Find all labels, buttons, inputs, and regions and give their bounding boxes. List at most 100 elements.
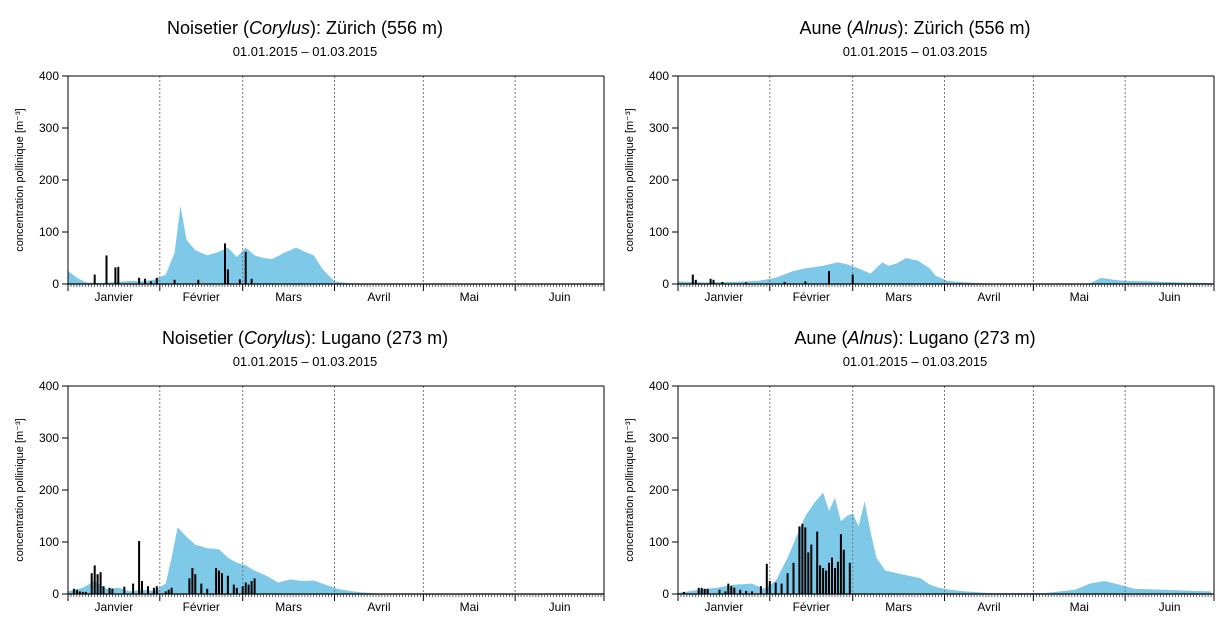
x-month-label: Avril xyxy=(367,290,390,304)
measurement-bar xyxy=(739,589,742,594)
measurement-bar xyxy=(848,562,851,594)
y-axis-label: concentration pollinique [m⁻³] xyxy=(14,108,26,251)
measurement-bar xyxy=(834,568,836,594)
y-tick-label: 400 xyxy=(39,69,59,83)
chart-panel-noisetier-zurich: Noisetier (Corylus): Zürich (556 m) 01.0… xyxy=(0,0,610,310)
chart-panel-aune-zurich: Aune (Alnus): Zürich (556 m) 01.01.2015 … xyxy=(610,0,1220,310)
forecast-area xyxy=(68,206,602,284)
x-month-label: Janvier xyxy=(95,290,134,304)
y-tick-label: 300 xyxy=(39,431,59,445)
chart-subtitle: 01.01.2015 – 01.03.2015 xyxy=(232,44,378,59)
y-tick-label: 400 xyxy=(39,379,59,393)
measurement-bar xyxy=(253,578,256,594)
chart-svg: 0 100 200 300 400 Janvier Février Mars Avril Mai J… xyxy=(14,69,605,304)
y-axis-label: concentration pollinique [m⁻³] xyxy=(624,418,636,561)
measurement-bar xyxy=(697,587,700,594)
x-month-label: Février xyxy=(793,600,830,614)
measurement-bar xyxy=(828,271,830,284)
measurement-bar xyxy=(144,278,146,284)
measurement-bar xyxy=(718,589,721,594)
x-month-label: Février xyxy=(183,290,220,304)
measurement-bar xyxy=(117,266,120,284)
y-tick-label: 100 xyxy=(649,535,669,549)
y-tick-label: 200 xyxy=(649,483,669,497)
measurement-bar xyxy=(111,588,114,594)
measurement-bar xyxy=(733,587,736,594)
y-tick-label: 300 xyxy=(649,121,669,135)
x-month-label: Juin xyxy=(549,600,571,614)
measurement-bar xyxy=(226,575,229,594)
y-tick-label: 300 xyxy=(649,431,669,445)
measurement-bar xyxy=(224,243,226,284)
measurement-bar xyxy=(819,565,822,594)
chart-subtitle: 01.01.2015 – 01.03.2015 xyxy=(842,354,988,369)
measurement-bar xyxy=(194,574,197,594)
measurement-bar xyxy=(724,591,727,594)
measurement-bar xyxy=(780,583,783,594)
y-tick-label: 400 xyxy=(649,379,669,393)
measurement-bar xyxy=(703,588,706,594)
y-tick-label: 0 xyxy=(52,277,59,291)
measurement-bar xyxy=(200,583,203,594)
measurement-bar xyxy=(99,572,102,594)
measurement-bar xyxy=(828,562,830,594)
measurement-bar xyxy=(147,586,149,594)
measurement-bar xyxy=(751,591,753,594)
measurement-bar xyxy=(96,574,99,594)
measurement-bar xyxy=(759,586,762,594)
measurement-bar xyxy=(730,586,733,594)
measurement-bar xyxy=(114,267,117,284)
measurement-bar xyxy=(141,581,143,594)
measurement-bar xyxy=(682,591,685,594)
y-axis-label: concentration pollinique [m⁻³] xyxy=(624,108,636,251)
chart-subtitle: 01.01.2015 – 01.03.2015 xyxy=(232,354,378,369)
y-axis-label: concentration pollinique [m⁻³] xyxy=(14,418,26,561)
measurement-bar xyxy=(138,277,141,284)
x-month-label: Mai xyxy=(1070,600,1089,614)
chart-title: Aune (Alnus): Lugano (273 m) xyxy=(794,328,1036,348)
measurement-bar xyxy=(786,573,789,594)
chart-panel-aune-lugano: Aune (Alnus): Lugano (273 m) 01.01.2015 … xyxy=(610,310,1220,620)
measurement-bar xyxy=(816,531,819,594)
measurement-bar xyxy=(822,568,825,594)
measurement-bar xyxy=(170,587,173,594)
chart-title: Noisetier (Corylus): Lugano (273 m) xyxy=(161,328,449,348)
measurement-bar xyxy=(745,282,748,284)
measurement-bar xyxy=(783,281,786,284)
chart-title: Noisetier (Corylus): Zürich (556 m) xyxy=(166,18,444,38)
measurement-bar xyxy=(721,281,724,284)
measurement-bar xyxy=(197,279,200,284)
measurement-bar xyxy=(149,281,152,284)
measurement-bar xyxy=(167,589,170,594)
x-month-label: Janvier xyxy=(705,600,744,614)
x-month-label: Avril xyxy=(977,600,1000,614)
measurement-bar xyxy=(221,573,223,594)
y-tick-label: 100 xyxy=(39,535,59,549)
x-month-label: Juin xyxy=(1159,290,1181,304)
measurement-bar xyxy=(218,570,220,594)
measurement-bar xyxy=(851,274,854,284)
measurement-bar xyxy=(72,588,75,594)
measurement-bar xyxy=(700,587,703,594)
chart-svg: 0 100 200 300 400 Janvier Février Mars Avril Mai J… xyxy=(14,379,605,614)
measurement-bar xyxy=(235,587,238,594)
x-month-label: Avril xyxy=(977,290,1000,304)
measurement-bar xyxy=(807,552,810,594)
y-tick-label: 0 xyxy=(52,587,59,601)
x-month-label: Mai xyxy=(460,290,479,304)
measurement-bar xyxy=(694,279,697,284)
measurement-bar xyxy=(247,584,250,594)
measurement-bar xyxy=(188,578,191,594)
y-tick-label: 0 xyxy=(662,277,669,291)
x-month-label: Mars xyxy=(275,600,302,614)
x-month-label: Février xyxy=(183,600,220,614)
measurement-bar xyxy=(238,279,241,284)
measurement-bar xyxy=(745,590,748,594)
x-month-label: Janvier xyxy=(95,600,134,614)
y-tick-label: 0 xyxy=(662,587,669,601)
measurement-bar xyxy=(232,584,235,594)
measurement-bar xyxy=(801,523,804,594)
measurement-bar xyxy=(173,279,176,284)
y-tick-label: 200 xyxy=(39,483,59,497)
measurement-bar xyxy=(191,568,194,594)
